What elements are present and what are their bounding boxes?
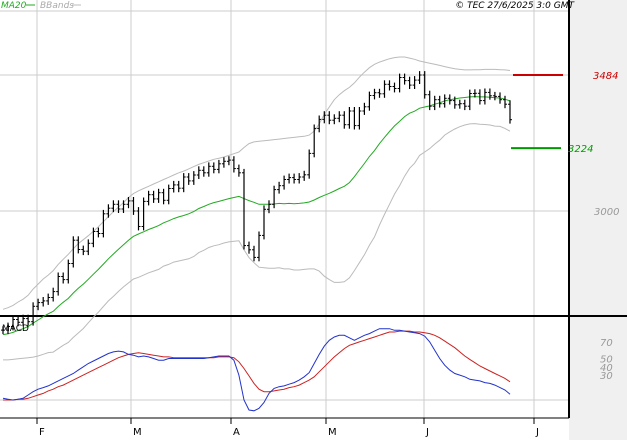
resistance-level-label: 3484 [593,71,618,82]
vertical-grid [36,0,535,424]
price-axis-gutter [569,0,627,440]
legend-bbands: BBands [40,1,74,11]
copyright-text: © TEC 27/6/2025 3:0 GMT [455,1,575,11]
macd-line [2,328,511,412]
macd-tick-label: 30 [600,371,613,382]
macd-tick-label: 40 [600,363,613,374]
macd-tick-label: 70 [600,338,613,349]
x-tick-label: J [425,427,429,438]
x-tick-label: F [39,427,45,438]
bb-lower-line [3,123,511,361]
x-tick-label: M [328,427,337,438]
macd-signal-line [3,330,511,401]
bb-upper-line [2,56,511,310]
macd-tick-label: 50 [600,355,613,366]
x-tick-label: M [133,427,142,438]
x-tick-label: J [535,427,539,438]
ma20-series-line [2,96,511,336]
macd-title: MACD [2,324,29,334]
bollinger-bands [2,56,511,361]
support-level-label: 3224 [568,144,593,155]
ma20-line [2,96,511,336]
macd-lines [2,328,511,412]
x-tick-label: A [233,427,240,438]
legend-ma20: MA20 [1,1,27,11]
price-bars [1,71,512,335]
price-tick-label: 3000 [594,207,619,218]
price-levels: 3484 3224 [511,71,618,155]
